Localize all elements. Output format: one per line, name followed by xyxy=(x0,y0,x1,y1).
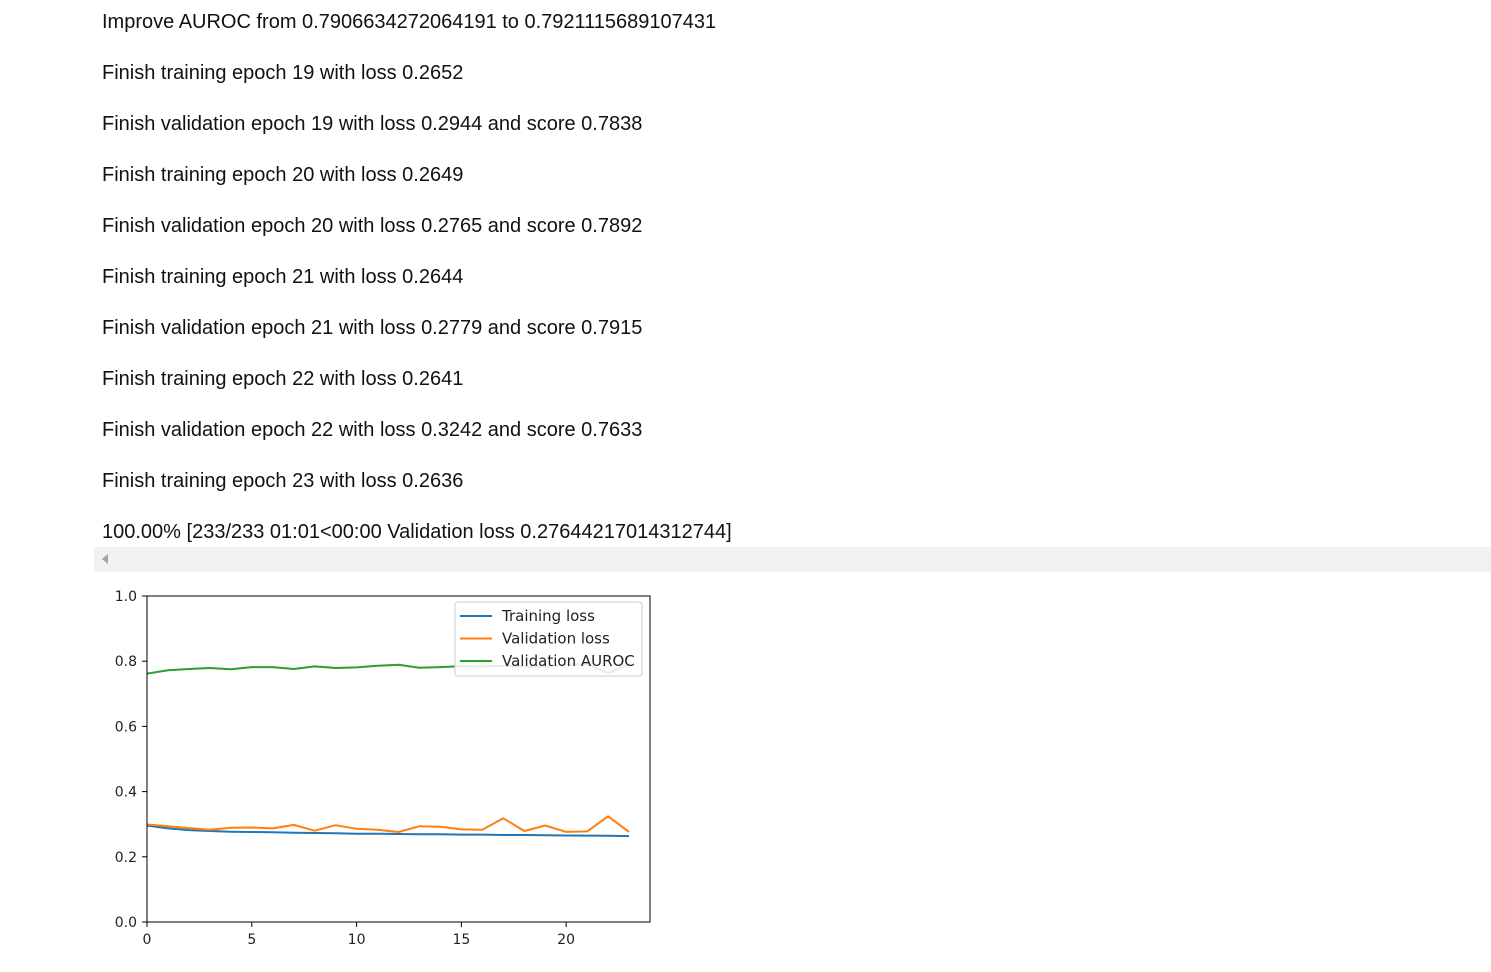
output-line-train-20: Finish training epoch 20 with loss 0.264… xyxy=(102,164,464,186)
x-tick-label: 0 xyxy=(143,932,152,948)
axis-ticks: 0 5 10 15 20 0.0 0.2 0.4 0.6 0.8 1.0 xyxy=(115,589,575,948)
output-line-train-19: Finish training epoch 19 with loss 0.265… xyxy=(102,62,464,84)
legend-label: Training loss xyxy=(501,607,595,625)
series-line-training-loss xyxy=(146,824,630,838)
y-tick-label: 0.4 xyxy=(115,785,137,801)
scroll-left-arrow-icon[interactable] xyxy=(102,554,108,564)
series-line-validation-loss xyxy=(146,815,630,833)
output-line-train-21: Finish training epoch 21 with loss 0.264… xyxy=(102,266,464,288)
y-tick-label: 0.8 xyxy=(115,654,137,670)
output-line-improve-auroc: Improve AUROC from 0.7906634272064191 to… xyxy=(102,11,717,33)
x-tick-label: 10 xyxy=(348,932,366,948)
horizontal-scrollbar[interactable] xyxy=(94,547,1491,572)
chart-legend: Training loss Validation loss Validation A… xyxy=(454,601,643,677)
y-tick-label: 0.2 xyxy=(115,850,137,866)
x-tick-label: 15 xyxy=(452,932,470,948)
output-line-train-23: Finish training epoch 23 with loss 0.263… xyxy=(102,470,464,492)
output-line-valid-19: Finish validation epoch 19 with loss 0.2… xyxy=(102,113,643,135)
output-line-valid-22: Finish validation epoch 22 with loss 0.3… xyxy=(102,419,643,441)
x-tick-label: 5 xyxy=(247,932,256,948)
y-tick-label: 0.0 xyxy=(115,915,137,931)
training-metrics-chart: 0 5 10 15 20 0.0 0.2 0.4 0.6 0.8 1.0 Training loss… xyxy=(100,580,670,960)
plot-frame xyxy=(146,595,651,923)
output-line-valid-20: Finish validation epoch 20 with loss 0.2… xyxy=(102,215,643,237)
x-tick-label: 20 xyxy=(557,932,575,948)
progress-status-line: 100.00% [233/233 01:01<00:00 Validation … xyxy=(102,521,732,543)
output-line-valid-21: Finish validation epoch 21 with loss 0.2… xyxy=(102,317,643,339)
y-tick-label: 1.0 xyxy=(115,589,137,605)
legend-label: Validation loss xyxy=(502,630,610,648)
legend-box xyxy=(454,601,643,677)
output-line-train-22: Finish training epoch 22 with loss 0.264… xyxy=(102,368,464,390)
legend-label: Validation AUROC xyxy=(502,652,635,670)
y-tick-label: 0.6 xyxy=(115,719,137,735)
chart-canvas: 0 5 10 15 20 0.0 0.2 0.4 0.6 0.8 1.0 Training loss… xyxy=(115,589,651,948)
chart-marks xyxy=(146,663,630,838)
